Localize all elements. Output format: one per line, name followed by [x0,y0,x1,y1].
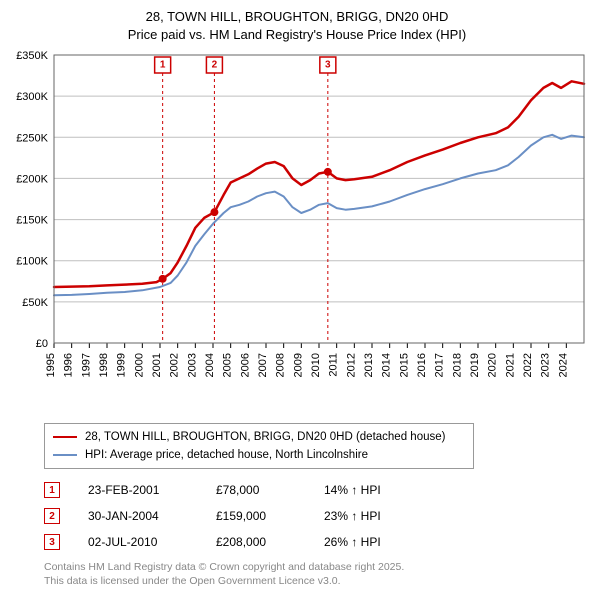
svg-text:1998: 1998 [98,353,110,377]
svg-text:2007: 2007 [257,353,269,377]
svg-text:2012: 2012 [345,353,357,377]
svg-text:2019: 2019 [469,353,481,377]
event-marker-icon: 2 [44,508,60,524]
event-date: 02-JUL-2010 [88,535,188,549]
title-line-2: Price paid vs. HM Land Registry's House … [6,26,588,44]
footer-line-1: Contains HM Land Registry data © Crown c… [44,561,588,575]
svg-text:2001: 2001 [151,353,163,377]
page: 28, TOWN HILL, BROUGHTON, BRIGG, DN20 0H… [0,0,600,590]
event-date: 30-JAN-2004 [88,509,188,523]
svg-text:2008: 2008 [275,353,287,377]
svg-text:2016: 2016 [416,353,428,377]
svg-text:£150K: £150K [16,215,48,227]
footer: Contains HM Land Registry data © Crown c… [44,561,588,588]
chart-svg: £0 £50K £100K £150K £200K £250K £300K £350K 1 2 3 1… [6,47,588,417]
svg-text:1: 1 [160,60,166,71]
event-marker-icon: 3 [44,534,60,550]
svg-text:2002: 2002 [169,353,181,377]
legend-swatch [53,436,77,438]
chart: £0 £50K £100K £150K £200K £250K £300K £350K 1 2 3 1… [6,47,588,417]
legend-item: HPI: Average price, detached house, Nort… [53,446,465,464]
svg-text:£250K: £250K [16,132,48,144]
svg-text:2023: 2023 [540,353,552,377]
svg-text:2006: 2006 [239,353,251,377]
svg-text:1999: 1999 [116,353,128,377]
svg-text:2010: 2010 [310,353,322,377]
svg-text:2003: 2003 [186,353,198,377]
svg-text:2005: 2005 [222,353,234,377]
chart-title: 28, TOWN HILL, BROUGHTON, BRIGG, DN20 0H… [6,8,588,43]
svg-text:1997: 1997 [80,353,92,377]
events-table: 1 23-FEB-2001 £78,000 14% ↑ HPI 2 30-JAN… [44,477,588,555]
svg-text:2009: 2009 [292,353,304,377]
svg-text:2021: 2021 [504,353,516,377]
event-row: 3 02-JUL-2010 £208,000 26% ↑ HPI [44,529,588,555]
svg-text:£200K: £200K [16,174,48,186]
svg-text:2015: 2015 [398,353,410,377]
svg-text:£300K: £300K [16,91,48,103]
event-price: £208,000 [216,535,296,549]
svg-text:2022: 2022 [522,353,534,377]
footer-line-2: This data is licensed under the Open Gov… [44,575,588,589]
title-line-1: 28, TOWN HILL, BROUGHTON, BRIGG, DN20 0H… [6,8,588,26]
svg-text:2: 2 [212,60,218,71]
svg-text:2014: 2014 [381,353,393,377]
event-hpi: 14% ↑ HPI [324,483,381,497]
svg-text:1995: 1995 [45,353,57,377]
event-price: £78,000 [216,483,296,497]
svg-text:2004: 2004 [204,353,216,377]
legend-item: 28, TOWN HILL, BROUGHTON, BRIGG, DN20 0H… [53,428,465,446]
svg-text:2013: 2013 [363,353,375,377]
legend: 28, TOWN HILL, BROUGHTON, BRIGG, DN20 0H… [44,423,474,469]
svg-text:2000: 2000 [133,353,145,377]
svg-text:2017: 2017 [434,353,446,377]
event-row: 1 23-FEB-2001 £78,000 14% ↑ HPI [44,477,588,503]
event-price: £159,000 [216,509,296,523]
svg-text:2020: 2020 [487,353,499,377]
event-marker-icon: 1 [44,482,60,498]
event-hpi: 23% ↑ HPI [324,509,381,523]
event-date: 23-FEB-2001 [88,483,188,497]
legend-label: 28, TOWN HILL, BROUGHTON, BRIGG, DN20 0H… [85,431,445,443]
svg-text:2018: 2018 [451,353,463,377]
legend-swatch [53,454,77,456]
svg-text:£350K: £350K [16,50,48,62]
svg-text:3: 3 [325,60,331,71]
legend-label: HPI: Average price, detached house, Nort… [85,449,368,461]
svg-text:1996: 1996 [63,353,75,377]
svg-text:£50K: £50K [22,297,48,309]
event-row: 2 30-JAN-2004 £159,000 23% ↑ HPI [44,503,588,529]
svg-text:£100K: £100K [16,256,48,268]
svg-text:2011: 2011 [328,353,340,377]
event-hpi: 26% ↑ HPI [324,535,381,549]
svg-text:2024: 2024 [557,353,569,377]
svg-text:£0: £0 [36,338,48,350]
